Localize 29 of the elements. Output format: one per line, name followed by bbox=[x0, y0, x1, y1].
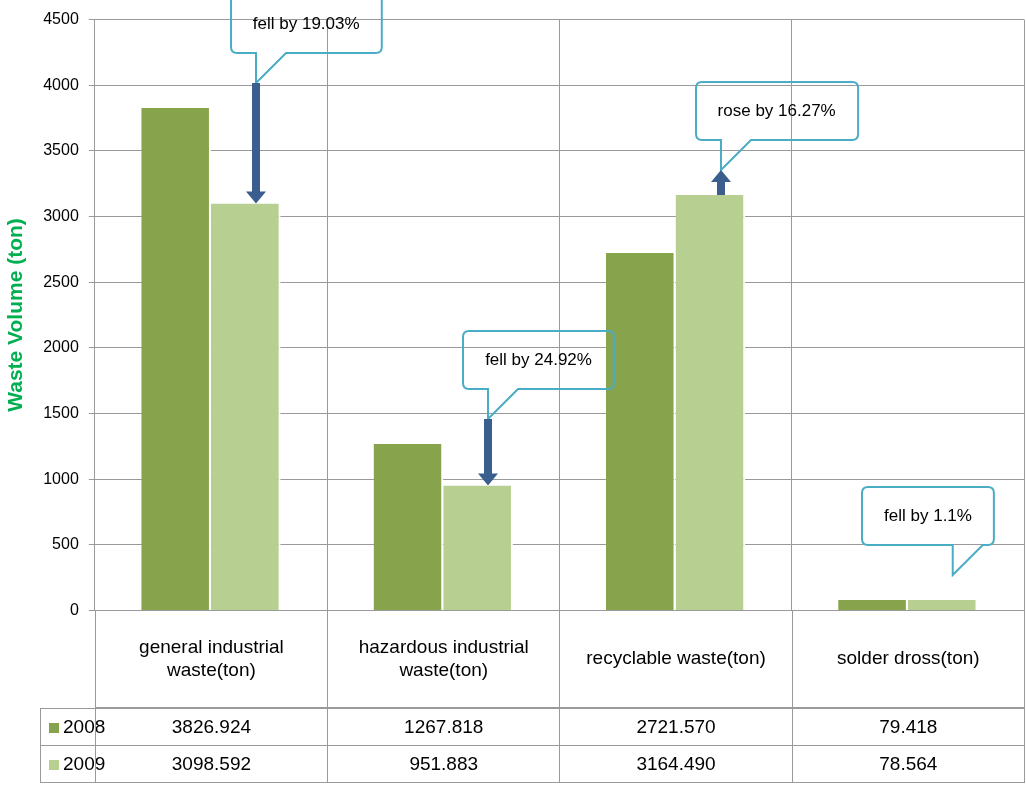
y-axis-title: Waste Volume (ton) bbox=[3, 218, 27, 412]
y-tick-label: 4000 bbox=[43, 75, 79, 93]
y-tick-label: 3500 bbox=[43, 141, 79, 159]
annotation: fell by 24.92% bbox=[485, 349, 592, 370]
y-tick-label: 4500 bbox=[43, 10, 79, 28]
annotation: fell by 1.1% bbox=[884, 505, 972, 526]
x-tick-label: hazardous industrial waste(ton) bbox=[327, 610, 561, 709]
data-label: 3164.490 bbox=[559, 745, 793, 784]
data-label: 2721.570 bbox=[559, 708, 793, 747]
annotation: fell by 19.03% bbox=[252, 13, 360, 34]
data-label: 1267.818 bbox=[327, 708, 561, 747]
x-tick-label: general industrial waste(ton) bbox=[94, 610, 329, 709]
legend-label: 2009 bbox=[62, 752, 106, 776]
x-tick-label: recyclable waste(ton) bbox=[559, 610, 793, 709]
y-tick-label: 0 bbox=[69, 600, 79, 618]
y-tick-label: 1000 bbox=[43, 469, 79, 487]
y-tick-label: 2000 bbox=[43, 338, 79, 356]
data-label: 3826.924 bbox=[171, 715, 252, 737]
legend-label: 2008 bbox=[62, 715, 106, 739]
y-tick-label: 1500 bbox=[43, 403, 79, 421]
data-label: 3098.592 bbox=[171, 752, 252, 774]
data-label: 78.564 bbox=[791, 745, 1025, 784]
annotation: rose by 16.27% bbox=[717, 100, 836, 121]
y-tick-label: 500 bbox=[52, 535, 79, 553]
y-tick-label: 3000 bbox=[43, 206, 79, 224]
y-tick-label: 2500 bbox=[43, 272, 79, 290]
x-tick-label: solder dross(ton) bbox=[791, 610, 1025, 709]
data-label: 79.418 bbox=[791, 708, 1025, 747]
data-label: 951.883 bbox=[327, 745, 561, 784]
